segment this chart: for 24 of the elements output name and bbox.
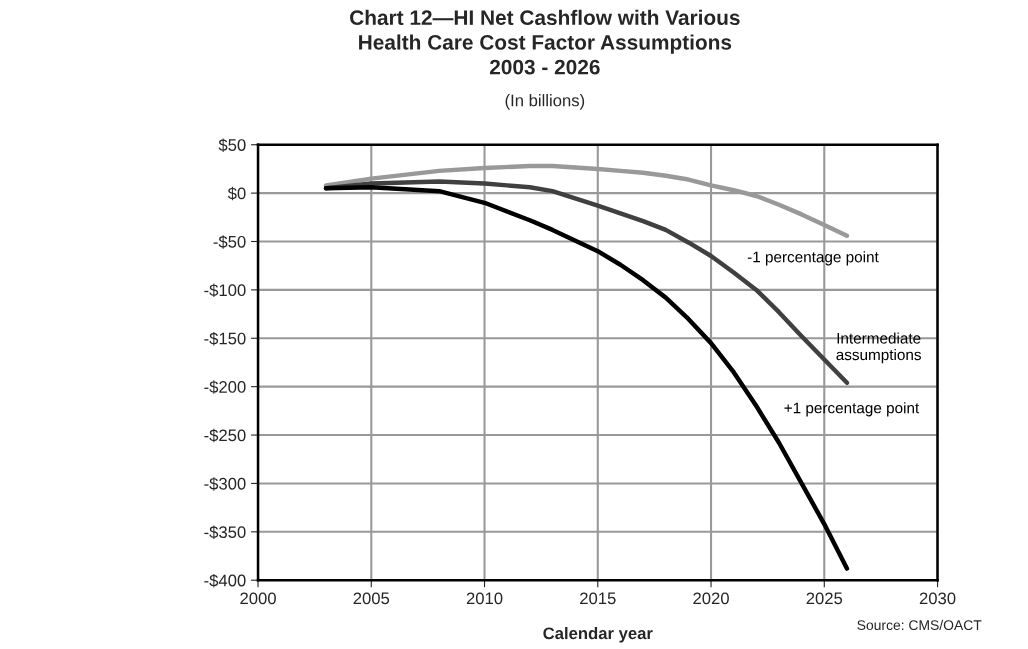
x-tick-label: 2020 [693, 592, 729, 605]
y-tick-label: -$50 [213, 235, 246, 249]
x-tick-label: 2025 [806, 592, 843, 605]
y-tick-label: $0 [227, 186, 246, 201]
x-tick-label: 2015 [580, 592, 616, 605]
y-tick-label: -$100 [204, 283, 246, 298]
y-tick-label: -$300 [204, 477, 246, 491]
x-tick-label: 2010 [466, 592, 503, 605]
y-tick-label: -$250 [204, 428, 246, 443]
y-tick-label: -$400 [204, 573, 246, 588]
x-tick-label: 2030 [919, 592, 956, 605]
chart-subtitle: (In billions) [505, 94, 585, 110]
y-tick-label: $50 [218, 138, 246, 152]
source-note: Source: CMS/OACT [857, 619, 982, 631]
x-axis-title: Calendar year [543, 626, 653, 643]
series-label: +1 percentage point [784, 402, 920, 417]
series-label: Intermediate assumptions [836, 332, 921, 364]
y-tick-label: -$150 [204, 331, 246, 346]
x-tick-label: 2005 [353, 592, 390, 605]
y-tick-label: -$200 [204, 380, 246, 394]
y-tick-label: -$350 [204, 525, 246, 540]
x-tick-label: 2000 [240, 592, 276, 605]
text: -1 percentage point [747, 251, 879, 266]
chart-title: Chart 12—HI Net Cashflow with Various Health Care Cost Factor Assumptions 2003 - 2026 [350, 9, 740, 75]
